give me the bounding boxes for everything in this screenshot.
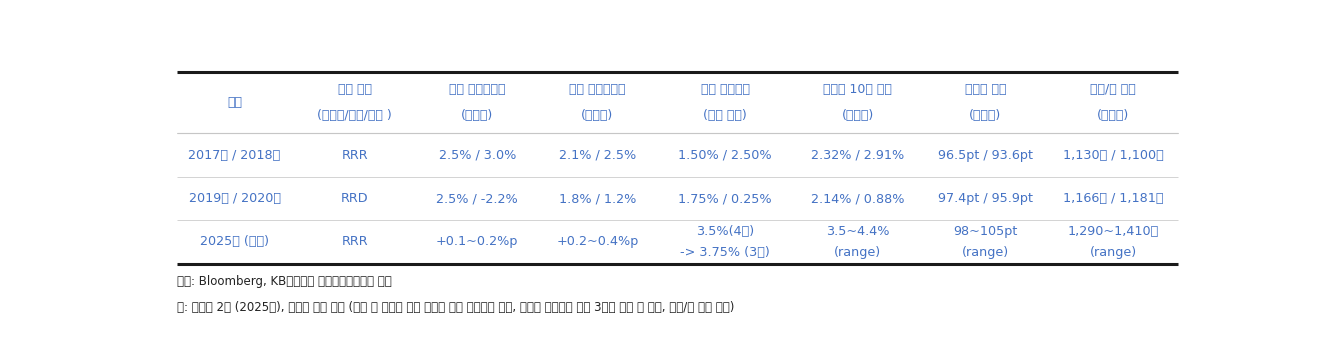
Text: (연말 기준): (연말 기준) [704, 110, 747, 123]
Text: 1,166원 / 1,181원: 1,166원 / 1,181원 [1062, 192, 1164, 205]
Text: 3.5%(4회): 3.5%(4회) [696, 225, 754, 238]
Text: 2025년 (예상): 2025년 (예상) [200, 236, 269, 249]
Text: 96.5pt / 93.6pt: 96.5pt / 93.6pt [938, 149, 1033, 162]
Text: 3.5~4.4%: 3.5~4.4% [826, 225, 890, 238]
Text: (연평균): (연평균) [842, 110, 874, 123]
Text: 2019년 / 2020년: 2019년 / 2020년 [188, 192, 281, 205]
Text: 2.32% / 2.91%: 2.32% / 2.91% [811, 149, 904, 162]
Text: 달러/원 환율: 달러/원 환율 [1090, 83, 1136, 96]
Text: 미국 경제성장률: 미국 경제성장률 [449, 83, 506, 96]
Text: (연평균): (연평균) [969, 110, 1002, 123]
Text: (연평균): (연평균) [1097, 110, 1130, 123]
Text: 달러화 지수: 달러화 지수 [965, 83, 1006, 96]
Text: 선거 결과: 선거 결과 [337, 83, 372, 96]
Text: 1.8% / 1.2%: 1.8% / 1.2% [559, 192, 637, 205]
Text: (연평균): (연평균) [461, 110, 493, 123]
Text: 2.5% / -2.2%: 2.5% / -2.2% [436, 192, 518, 205]
Text: 기간: 기간 [227, 96, 243, 109]
Text: 주: 트럼프 2기 (2025년), 트럼프 대표 공약 (감세 및 보편적 관세 부과에 따른 물가상승 영향, 연준의 금리인하 횟수 3회로 축소 시 달: 주: 트럼프 2기 (2025년), 트럼프 대표 공약 (감세 및 보편적 관… [177, 301, 734, 314]
Text: 미국 물가상승률: 미국 물가상승률 [569, 83, 626, 96]
Text: 자료: Bloomberg, KB국민은행 자본시장사업그룹 전망: 자료: Bloomberg, KB국민은행 자본시장사업그룹 전망 [177, 276, 391, 288]
Text: -> 3.75% (3회): -> 3.75% (3회) [680, 246, 770, 259]
Text: 2.5% / 3.0%: 2.5% / 3.0% [439, 149, 517, 162]
Text: 연준 기준금리: 연준 기준금리 [701, 83, 750, 96]
Text: 1.75% / 0.25%: 1.75% / 0.25% [679, 192, 772, 205]
Text: 미국채 10년 금리: 미국채 10년 금리 [824, 83, 892, 96]
Text: RRD: RRD [341, 192, 369, 205]
Text: 2.1% / 2.5%: 2.1% / 2.5% [559, 149, 637, 162]
Text: +0.2~0.4%p: +0.2~0.4%p [556, 236, 639, 249]
Text: (대통령/상원/하원 ): (대통령/상원/하원 ) [318, 110, 391, 123]
Text: 97.4pt / 95.9pt: 97.4pt / 95.9pt [938, 192, 1033, 205]
Text: 1,290~1,410원: 1,290~1,410원 [1068, 225, 1159, 238]
Text: (range): (range) [834, 246, 882, 259]
Text: (range): (range) [962, 246, 1008, 259]
Text: 2017년 / 2018년: 2017년 / 2018년 [188, 149, 281, 162]
Text: (range): (range) [1090, 246, 1136, 259]
Text: (연평균): (연평균) [581, 110, 614, 123]
Text: 2.14% / 0.88%: 2.14% / 0.88% [811, 192, 904, 205]
Text: 98~105pt: 98~105pt [953, 225, 1017, 238]
Text: +0.1~0.2%p: +0.1~0.2%p [436, 236, 518, 249]
Text: RRR: RRR [341, 236, 368, 249]
Text: 1.50% / 2.50%: 1.50% / 2.50% [679, 149, 772, 162]
Text: 1,130원 / 1,100원: 1,130원 / 1,100원 [1062, 149, 1164, 162]
Text: RRR: RRR [341, 149, 368, 162]
